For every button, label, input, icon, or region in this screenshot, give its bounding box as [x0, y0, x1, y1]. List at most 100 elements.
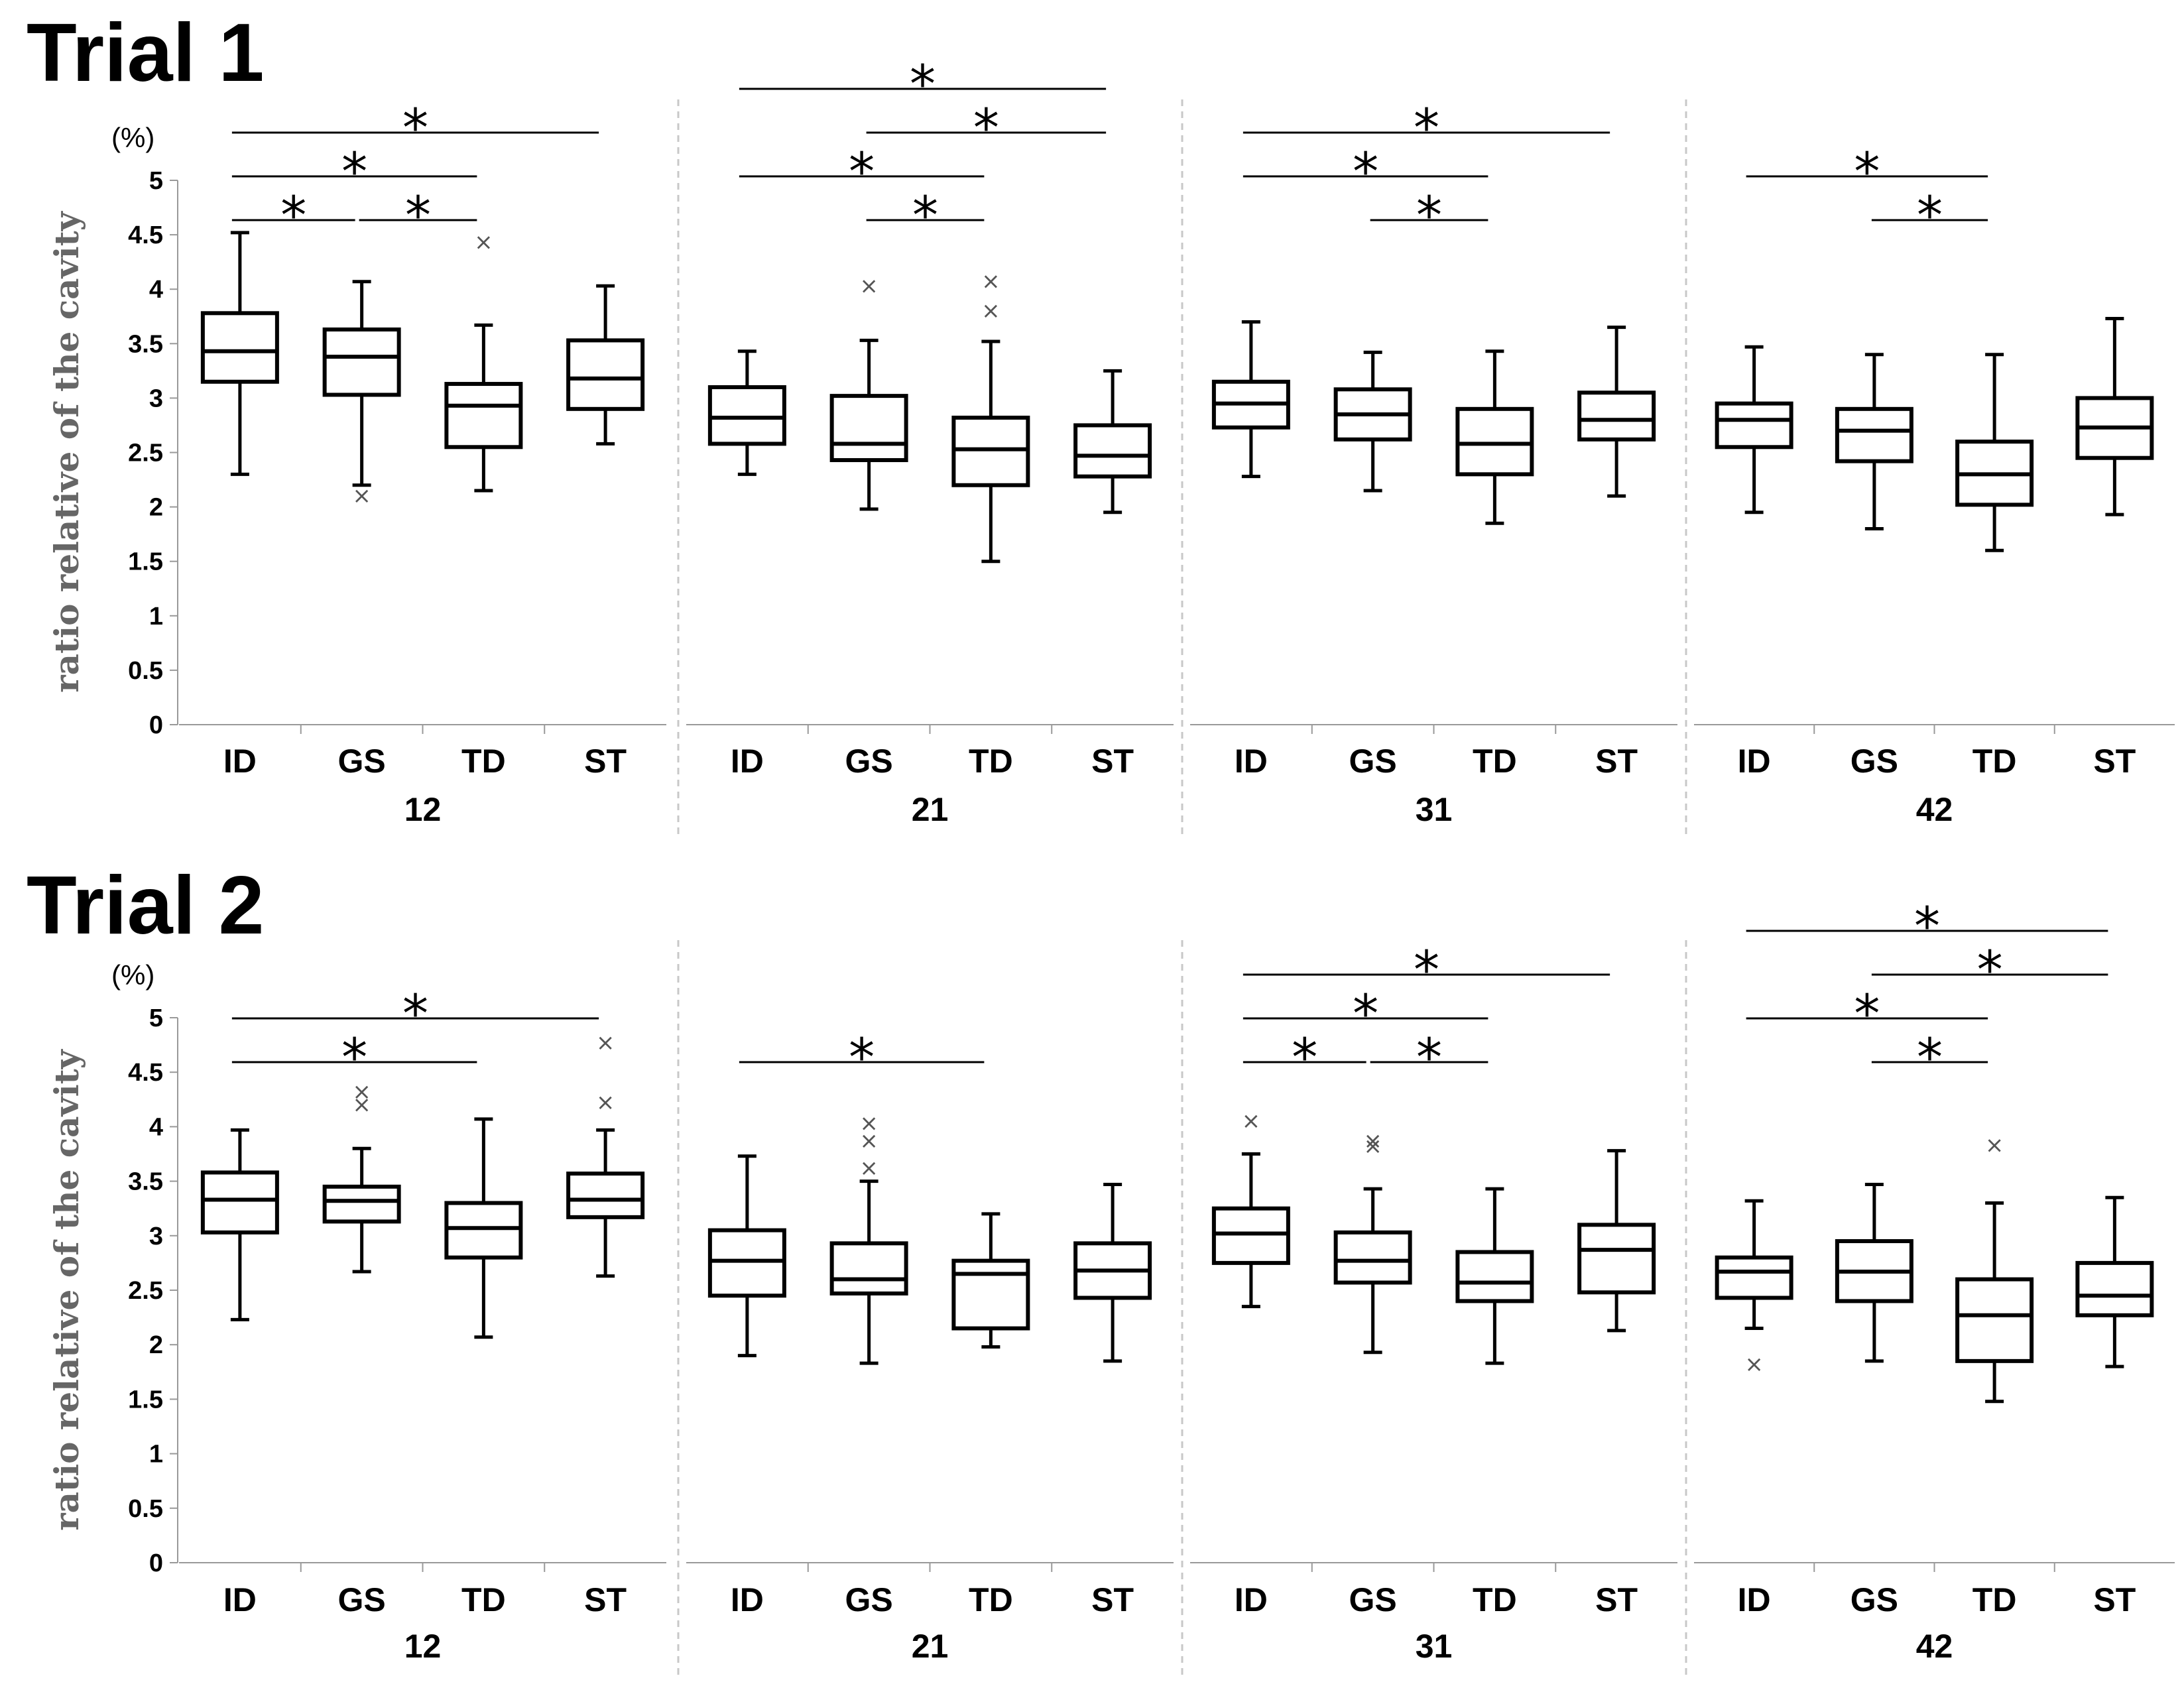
significance-star: *	[1414, 941, 1439, 1000]
x-category-label: GS	[1850, 743, 1898, 780]
outlier-point: ×	[859, 272, 879, 299]
y-tick-label: 0	[149, 1549, 163, 1577]
significance-star: *	[1854, 143, 1880, 202]
box-iqr	[566, 1172, 645, 1219]
significance-star: *	[1353, 985, 1378, 1044]
x-category-label: ST	[1091, 743, 1134, 780]
x-category-label: ID	[1738, 1581, 1771, 1618]
box-iqr	[322, 1184, 401, 1224]
y-unit-label: (%)	[111, 959, 154, 991]
x-category-label: ID	[223, 1581, 257, 1618]
box-iqr	[829, 394, 908, 462]
group-label: 12	[404, 791, 442, 828]
box-iqr	[322, 327, 401, 397]
significance-star: *	[280, 186, 306, 246]
outlier-point: ×	[1242, 1108, 1261, 1134]
box-iqr	[444, 382, 523, 450]
box-iqr	[1955, 1277, 2034, 1363]
x-category-label: ID	[1235, 743, 1268, 780]
significance-star: *	[1914, 897, 1940, 957]
x-category-label: ID	[1235, 1581, 1268, 1618]
y-tick-label: 4.5	[128, 1059, 163, 1087]
x-category-label: ST	[1595, 1581, 1638, 1618]
significance-star: *	[912, 186, 938, 246]
x-category-label: GS	[1349, 1581, 1397, 1618]
y-tick-label: 4	[149, 276, 163, 304]
y-tick-label: 1.5	[128, 1386, 163, 1414]
x-category-label: ST	[584, 743, 627, 780]
significance-star: *	[402, 99, 428, 158]
x-category-label: TD	[969, 1581, 1013, 1618]
significance-star: *	[1416, 186, 1442, 246]
x-category-label: TD	[1972, 1581, 2017, 1618]
y-axis-label: ratio relative of the cavity	[47, 1048, 86, 1530]
significance-star: *	[341, 1028, 367, 1088]
y-tick-label: 5	[149, 1004, 163, 1032]
y-unit-label: (%)	[111, 122, 154, 153]
outlier-point: ×	[596, 1030, 615, 1056]
y-tick-label: 1	[149, 1441, 163, 1469]
significance-star: *	[1917, 1028, 1943, 1088]
outlier-point: ×	[596, 1089, 615, 1116]
group-label: 21	[912, 791, 949, 828]
y-tick-label: 5	[149, 167, 163, 195]
group-label: 42	[1916, 791, 1953, 828]
y-tick-label: 1.5	[128, 548, 163, 576]
x-category-label: GS	[845, 743, 893, 780]
group-label: 12	[404, 1628, 442, 1665]
y-tick-label: 0.5	[128, 657, 163, 685]
outlier-point: ×	[352, 483, 371, 509]
box-iqr	[200, 311, 279, 384]
x-category-label: GS	[845, 1581, 893, 1618]
outlier-point: ×	[352, 1079, 371, 1105]
significance-star: *	[1292, 1028, 1317, 1088]
significance-star: *	[849, 1028, 875, 1088]
significance-star: *	[1977, 941, 2003, 1000]
trial-title: Trial 2	[27, 860, 264, 951]
y-tick-label: 2.5	[128, 440, 163, 467]
box-iqr	[951, 1258, 1030, 1331]
x-category-label: ID	[731, 1581, 764, 1618]
outlier-point: ×	[981, 298, 1001, 324]
significance-star: *	[402, 985, 428, 1044]
outlier-point: ×	[352, 1092, 371, 1118]
outlier-point: ×	[1363, 1128, 1382, 1154]
y-tick-label: 0	[149, 711, 163, 739]
box-iqr	[829, 1241, 908, 1296]
group-label: 42	[1916, 1628, 1953, 1665]
box-iqr	[707, 1228, 786, 1298]
x-category-label: TD	[461, 743, 506, 780]
box-iqr	[1073, 423, 1152, 479]
x-category-label: ST	[2093, 1581, 2136, 1618]
x-category-label: TD	[1473, 1581, 1517, 1618]
box-iqr	[1333, 1230, 1412, 1285]
y-tick-label: 2	[149, 1331, 163, 1359]
y-tick-label: 3	[149, 385, 163, 412]
outlier-point: ×	[859, 1155, 879, 1181]
x-category-label: GS	[1850, 1581, 1898, 1618]
box-iqr	[1211, 1206, 1290, 1265]
group-label: 31	[1416, 791, 1453, 828]
significance-star: *	[405, 186, 431, 246]
x-category-label: ID	[1738, 743, 1771, 780]
box-iqr	[1835, 406, 1913, 463]
box-iqr	[1455, 1250, 1534, 1303]
x-category-label: GS	[1349, 743, 1397, 780]
box-iqr	[1715, 401, 1793, 450]
x-category-label: TD	[969, 743, 1013, 780]
box-iqr	[566, 338, 645, 411]
y-tick-label: 3.5	[128, 1168, 163, 1196]
significance-star: *	[341, 143, 367, 202]
group-label: 21	[912, 1628, 949, 1665]
significance-star: *	[910, 55, 936, 115]
box-iqr	[1715, 1255, 1793, 1300]
trial-title: Trial 1	[27, 7, 264, 99]
box-iqr	[1577, 391, 1656, 442]
outlier-point: ×	[1744, 1351, 1764, 1378]
box-iqr	[707, 385, 786, 446]
x-category-label: GS	[338, 743, 386, 780]
significance-star: *	[973, 99, 999, 158]
significance-star: *	[1416, 1028, 1442, 1088]
y-tick-label: 4.5	[128, 221, 163, 249]
